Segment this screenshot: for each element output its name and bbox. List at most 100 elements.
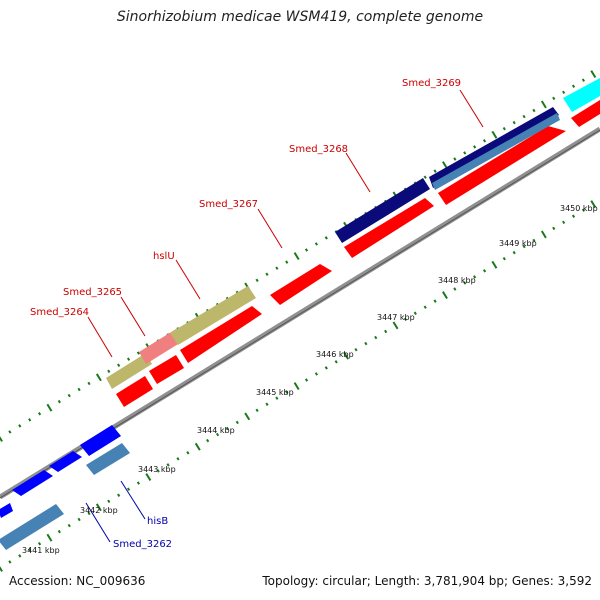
minor-tick bbox=[136, 481, 141, 485]
feature-label: Smed_3269 bbox=[402, 78, 461, 89]
kbp-label: 3448 kbp bbox=[438, 276, 476, 285]
minor-tick bbox=[176, 457, 180, 461]
minor-tick bbox=[413, 311, 417, 315]
tick-track-lower bbox=[0, 200, 597, 572]
kbp-label: 3443 kbp bbox=[138, 465, 176, 474]
cds-arrow[interactable] bbox=[270, 264, 332, 305]
minor-tick bbox=[562, 90, 566, 95]
gene-box-smed-3264[interactable] bbox=[106, 353, 152, 389]
cds-arrow[interactable] bbox=[49, 451, 82, 472]
major-tick bbox=[540, 230, 547, 239]
gene-box-smed-3268[interactable] bbox=[335, 178, 430, 243]
major-tick bbox=[442, 291, 448, 300]
gene-box-smed-3265[interactable] bbox=[139, 329, 183, 364]
major-tick bbox=[293, 252, 300, 260]
minor-tick bbox=[225, 426, 230, 431]
cds-arrow[interactable] bbox=[180, 306, 262, 363]
minor-tick bbox=[255, 408, 259, 413]
minor-tick bbox=[8, 430, 12, 434]
minor-tick bbox=[532, 238, 536, 243]
gene-box-smed-3269-inner[interactable] bbox=[432, 113, 560, 190]
minor-tick bbox=[107, 369, 111, 374]
cds-arrow[interactable] bbox=[80, 425, 121, 456]
callout-lines bbox=[85, 89, 484, 543]
minor-tick bbox=[18, 554, 22, 558]
genome-summary-text: Topology: circular; Length: 3,781,904 bp… bbox=[262, 574, 592, 588]
major-tick bbox=[95, 503, 102, 512]
gene-box-cyan[interactable] bbox=[563, 78, 600, 112]
major-tick bbox=[0, 566, 3, 572]
cds-arrow[interactable] bbox=[571, 100, 600, 127]
minor-tick bbox=[67, 523, 71, 528]
cds-arrow[interactable] bbox=[116, 376, 153, 407]
minor-tick bbox=[512, 250, 516, 255]
cds-arrow[interactable] bbox=[438, 126, 566, 205]
kbp-label: 3442 kbp bbox=[80, 506, 118, 515]
minor-tick bbox=[502, 256, 506, 261]
minor-tick bbox=[77, 387, 81, 392]
minor-tick bbox=[522, 114, 526, 119]
genome-title: Sinorhizobium medicae WSM419, complete g… bbox=[116, 9, 484, 25]
major-tick bbox=[244, 412, 251, 421]
minor-tick bbox=[482, 139, 487, 143]
minor-tick bbox=[562, 220, 566, 225]
minor-tick bbox=[235, 420, 239, 425]
cds-arrow[interactable] bbox=[149, 355, 184, 384]
minor-tick bbox=[265, 272, 269, 276]
minor-tick bbox=[482, 269, 487, 273]
reverse-strand-features bbox=[106, 78, 600, 407]
minor-tick bbox=[473, 275, 477, 279]
gene-arrow[interactable] bbox=[0, 504, 64, 550]
minor-tick bbox=[532, 108, 536, 113]
minor-tick bbox=[156, 469, 160, 473]
feature-label: Smed_3265 bbox=[63, 287, 122, 298]
minor-tick bbox=[581, 208, 585, 212]
minor-tick bbox=[28, 418, 32, 422]
minor-tick bbox=[453, 287, 457, 291]
minor-tick bbox=[522, 244, 526, 249]
kbp-label: 3449 kbp bbox=[499, 239, 537, 248]
minor-tick bbox=[324, 366, 328, 370]
minor-tick bbox=[384, 329, 388, 334]
cds-arrow[interactable] bbox=[344, 198, 434, 258]
feature-label: hisB bbox=[147, 516, 168, 527]
minor-tick bbox=[215, 432, 220, 437]
feature-label: hslU bbox=[153, 251, 175, 262]
major-tick bbox=[145, 473, 152, 481]
feature-labels: Smed_3269 Smed_3268 Smed_3267 hslU Smed_… bbox=[30, 78, 461, 550]
minor-tick bbox=[275, 266, 279, 270]
major-tick bbox=[491, 260, 498, 269]
minor-tick bbox=[265, 402, 269, 406]
kbp-labels: 3441 kbp 3442 kbp 3443 kbp 3444 kbp 3445… bbox=[22, 204, 598, 555]
kbp-label: 3446 kbp bbox=[316, 350, 354, 359]
kbp-label: 3444 kbp bbox=[197, 426, 235, 435]
major-tick bbox=[491, 130, 498, 139]
major-tick bbox=[590, 70, 597, 79]
forward-strand-features bbox=[0, 425, 130, 550]
minor-tick bbox=[374, 335, 378, 340]
cds-arrow[interactable] bbox=[12, 470, 53, 496]
major-tick bbox=[540, 100, 547, 109]
minor-tick bbox=[57, 399, 61, 404]
minor-tick bbox=[28, 548, 32, 552]
accession-text: Accession: NC_009636 bbox=[9, 574, 146, 588]
feature-label: Smed_3267 bbox=[199, 199, 258, 210]
minor-tick bbox=[314, 242, 319, 246]
minor-tick bbox=[334, 360, 338, 364]
minor-tick bbox=[403, 317, 408, 322]
minor-tick bbox=[67, 393, 71, 398]
minor-tick bbox=[314, 372, 319, 376]
feature-label: Smed_3268 bbox=[289, 144, 348, 155]
minor-tick bbox=[37, 412, 42, 416]
major-tick bbox=[293, 382, 300, 390]
minor-tick bbox=[433, 169, 437, 173]
minor-tick bbox=[304, 248, 309, 252]
minor-tick bbox=[433, 299, 437, 303]
minor-tick bbox=[304, 378, 309, 382]
gene-arrow[interactable] bbox=[86, 443, 130, 475]
cds-arrow[interactable] bbox=[0, 503, 13, 518]
feature-label: Smed_3262 bbox=[113, 539, 172, 550]
minor-tick bbox=[87, 381, 91, 386]
gene-box-hslu[interactable] bbox=[170, 286, 256, 345]
